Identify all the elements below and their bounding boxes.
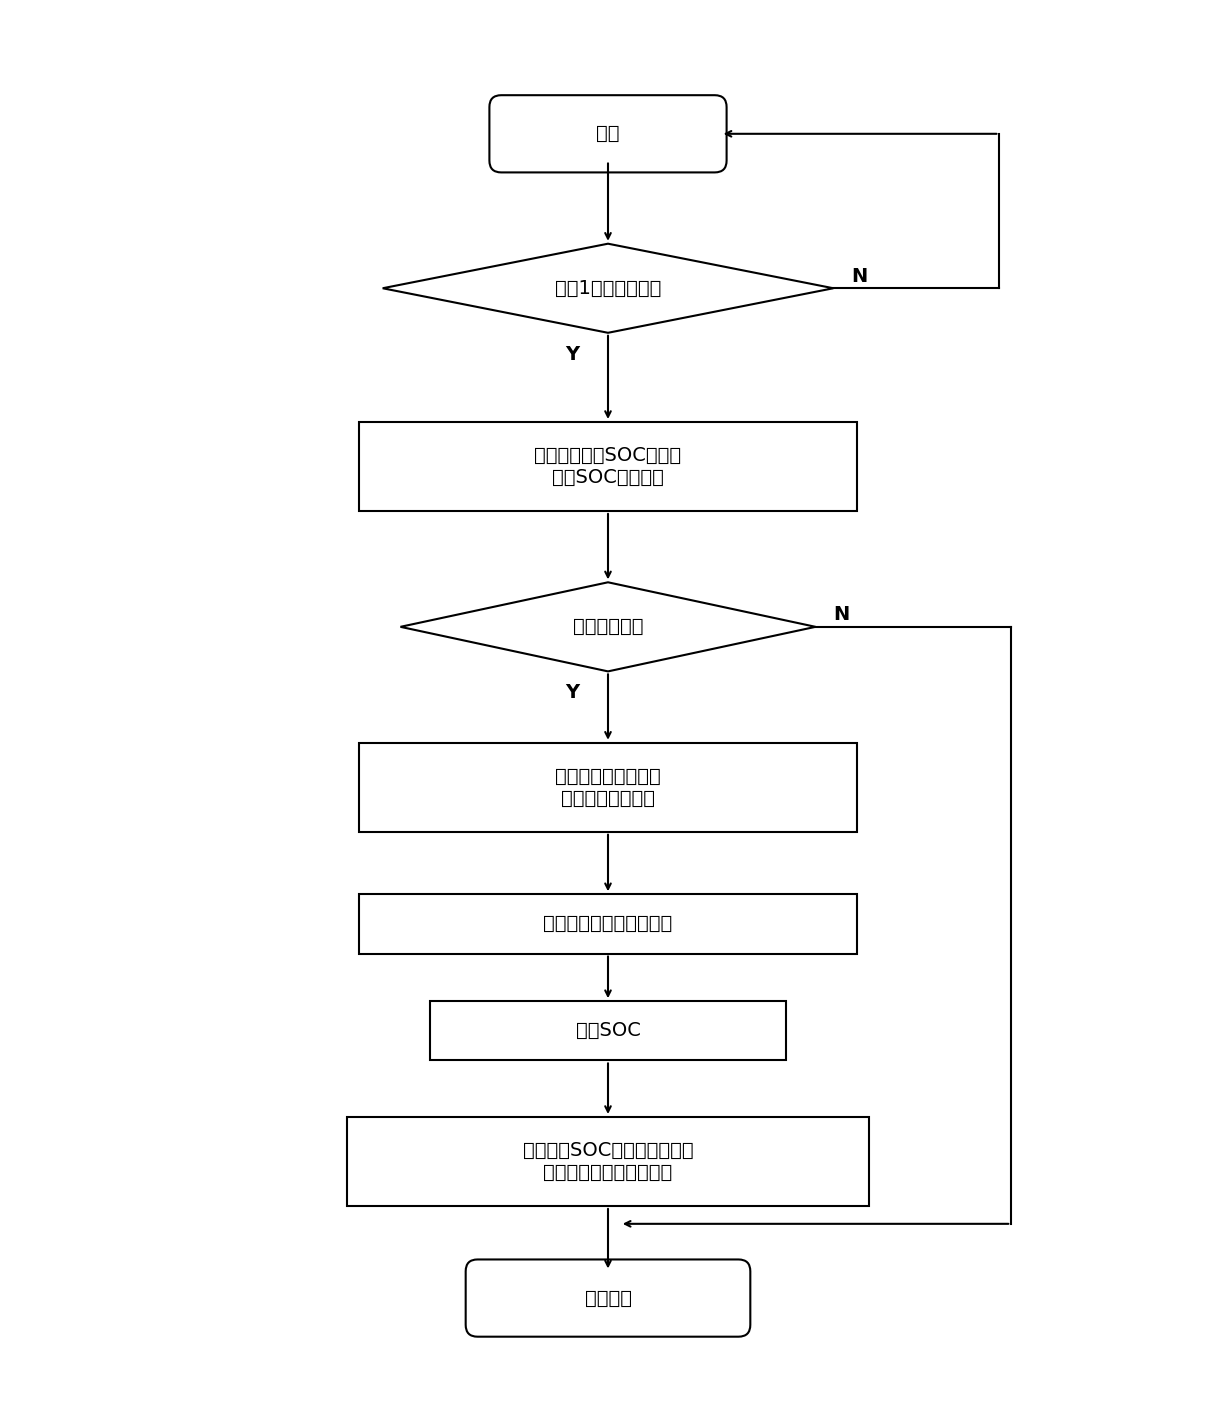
Text: 根据不同SOC区间、当时的电
流和温度完成充放电控制: 根据不同SOC区间、当时的电 流和温度完成充放电控制 (523, 1140, 693, 1181)
Polygon shape (383, 244, 833, 332)
Bar (430, 1001, 786, 1061)
Text: Y: Y (565, 683, 580, 703)
Text: 延时等待: 延时等待 (585, 1288, 631, 1308)
Text: 开始: 开始 (596, 125, 620, 143)
Text: N: N (851, 267, 867, 285)
Text: 计算SOC: 计算SOC (575, 1021, 641, 1041)
FancyBboxPatch shape (466, 1260, 750, 1336)
Bar (359, 895, 857, 954)
FancyBboxPatch shape (489, 95, 727, 172)
Polygon shape (400, 582, 816, 672)
Bar (347, 1118, 869, 1206)
Text: 电流过放和过充故障判断: 电流过放和过充故障判断 (544, 914, 672, 933)
Bar (359, 743, 857, 832)
Bar (359, 422, 857, 511)
Text: Y: Y (565, 345, 580, 364)
Text: N: N (833, 605, 850, 625)
Text: 计算此次计算SOC和上次
计算SOC的时间差: 计算此次计算SOC和上次 计算SOC的时间差 (535, 446, 681, 487)
Text: 采样电流，根据电流
值判断充放电方向: 采样电流，根据电流 值判断充放电方向 (556, 767, 660, 808)
Text: 预充电成功？: 预充电成功？ (573, 618, 643, 636)
Text: 任务1延时时间到？: 任务1延时时间到？ (554, 278, 662, 298)
